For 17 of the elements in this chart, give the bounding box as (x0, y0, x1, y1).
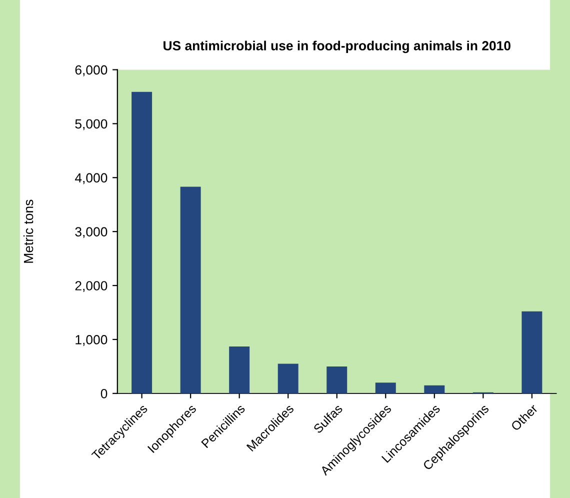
bar (180, 186, 201, 394)
bar (278, 364, 298, 394)
y-tick-label: 0 (100, 388, 108, 398)
y-axis-title: Metric tons (23, 200, 34, 263)
bar (132, 92, 152, 394)
bar (375, 382, 396, 394)
y-tick-label: 2,000 (75, 281, 108, 292)
y-tick-label: 1,000 (76, 335, 108, 346)
chart-title: US antimicrobial use in food-producing animals in 2010 (164, 40, 510, 54)
bar (424, 385, 445, 394)
bar (522, 311, 542, 394)
bar (326, 366, 348, 394)
y-tick-label: 4,000 (74, 173, 108, 184)
y-tick-label: 3,000 (75, 227, 108, 238)
y-tick-label: 6,000 (75, 65, 108, 76)
y-tick-label: 5,000 (75, 119, 108, 130)
bar (229, 346, 250, 394)
